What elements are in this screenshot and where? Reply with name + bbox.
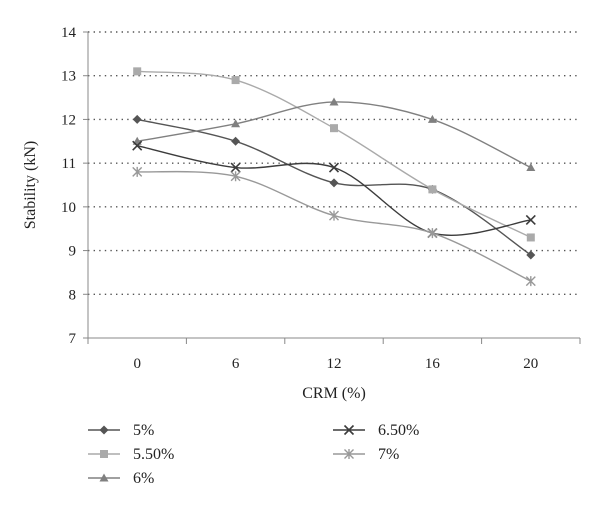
data-point-0-4 [526, 250, 536, 260]
legend-label-4: 7% [378, 446, 399, 463]
legend-item-3: 6.50% [333, 422, 419, 439]
data-point-1-2 [330, 124, 338, 133]
legend-marker-1 [100, 450, 108, 458]
data-point-4-4 [525, 276, 536, 287]
legend-marker-4 [344, 449, 354, 459]
data-point-0-2 [329, 178, 339, 188]
series-line-3 [137, 144, 531, 237]
x-tick-label-0: 0 [133, 356, 141, 372]
legend-marker-0 [99, 425, 109, 435]
y-tick-label-5: 12 [61, 112, 76, 128]
y-tick-label-2: 9 [69, 244, 77, 260]
data-point-2-2 [329, 97, 339, 106]
legend-item-2: 6% [88, 470, 154, 487]
data-point-3-2 [328, 162, 340, 173]
data-point-1-3 [428, 185, 437, 194]
data-point-0-0 [132, 114, 142, 124]
data-point-1-4 [526, 233, 535, 242]
data-point-4-0 [132, 166, 143, 177]
x-tick-label-2: 12 [327, 356, 342, 372]
legend-label-1: 5.50% [133, 446, 174, 463]
y-tick-label-6: 13 [61, 69, 76, 85]
data-point-2-4 [526, 163, 536, 172]
data-point-4-3 [427, 228, 438, 239]
y-axis-title: Stability (kN) [22, 141, 39, 229]
y-tick-label-0: 7 [69, 331, 77, 347]
x-tick-label-3: 16 [425, 356, 441, 372]
series-2 [132, 97, 536, 172]
grid-lines [88, 31, 580, 295]
data-point-3-1 [230, 162, 241, 173]
y-tick-label-3: 10 [61, 200, 76, 216]
legend-label-3: 6.50% [378, 422, 419, 439]
data-point-4-2 [329, 210, 339, 221]
legend-item-4: 7% [333, 446, 399, 463]
data-point-1-0 [133, 67, 142, 76]
series-3 [132, 140, 536, 239]
series-line-4 [137, 170, 532, 282]
legend: 5% 5.50% 6% 6.50% 7% [88, 422, 419, 487]
series-lines [132, 67, 536, 287]
y-tick-label-4: 11 [62, 156, 76, 172]
legend-marker-2 [99, 473, 109, 482]
legend-item-0: 5% [88, 422, 154, 439]
data-point-3-0 [132, 140, 143, 151]
legend-marker-3 [343, 424, 355, 436]
tick-labels: 7 8 9 10 11 12 13 14 0 6 12 16 20 [61, 25, 538, 372]
axes [83, 31, 581, 344]
x-tick-label-1: 6 [232, 356, 240, 372]
series-4 [132, 166, 536, 287]
data-point-0-1 [231, 136, 241, 146]
data-point-2-3 [427, 114, 437, 123]
legend-label-2: 6% [133, 470, 154, 487]
y-tick-label-1: 8 [69, 287, 77, 303]
data-point-2-1 [231, 119, 241, 128]
legend-label-0: 5% [133, 422, 154, 439]
y-tick-label-7: 14 [61, 25, 77, 41]
data-point-3-4 [525, 214, 536, 226]
series-1 [133, 67, 535, 242]
legend-item-1: 5.50% [88, 446, 174, 463]
series-0 [132, 114, 536, 260]
x-tick-label-4: 20 [523, 356, 538, 372]
x-axis-title: CRM (%) [302, 385, 366, 402]
data-point-4-1 [230, 171, 241, 182]
data-point-1-1 [231, 76, 240, 85]
series-line-2 [137, 101, 532, 169]
